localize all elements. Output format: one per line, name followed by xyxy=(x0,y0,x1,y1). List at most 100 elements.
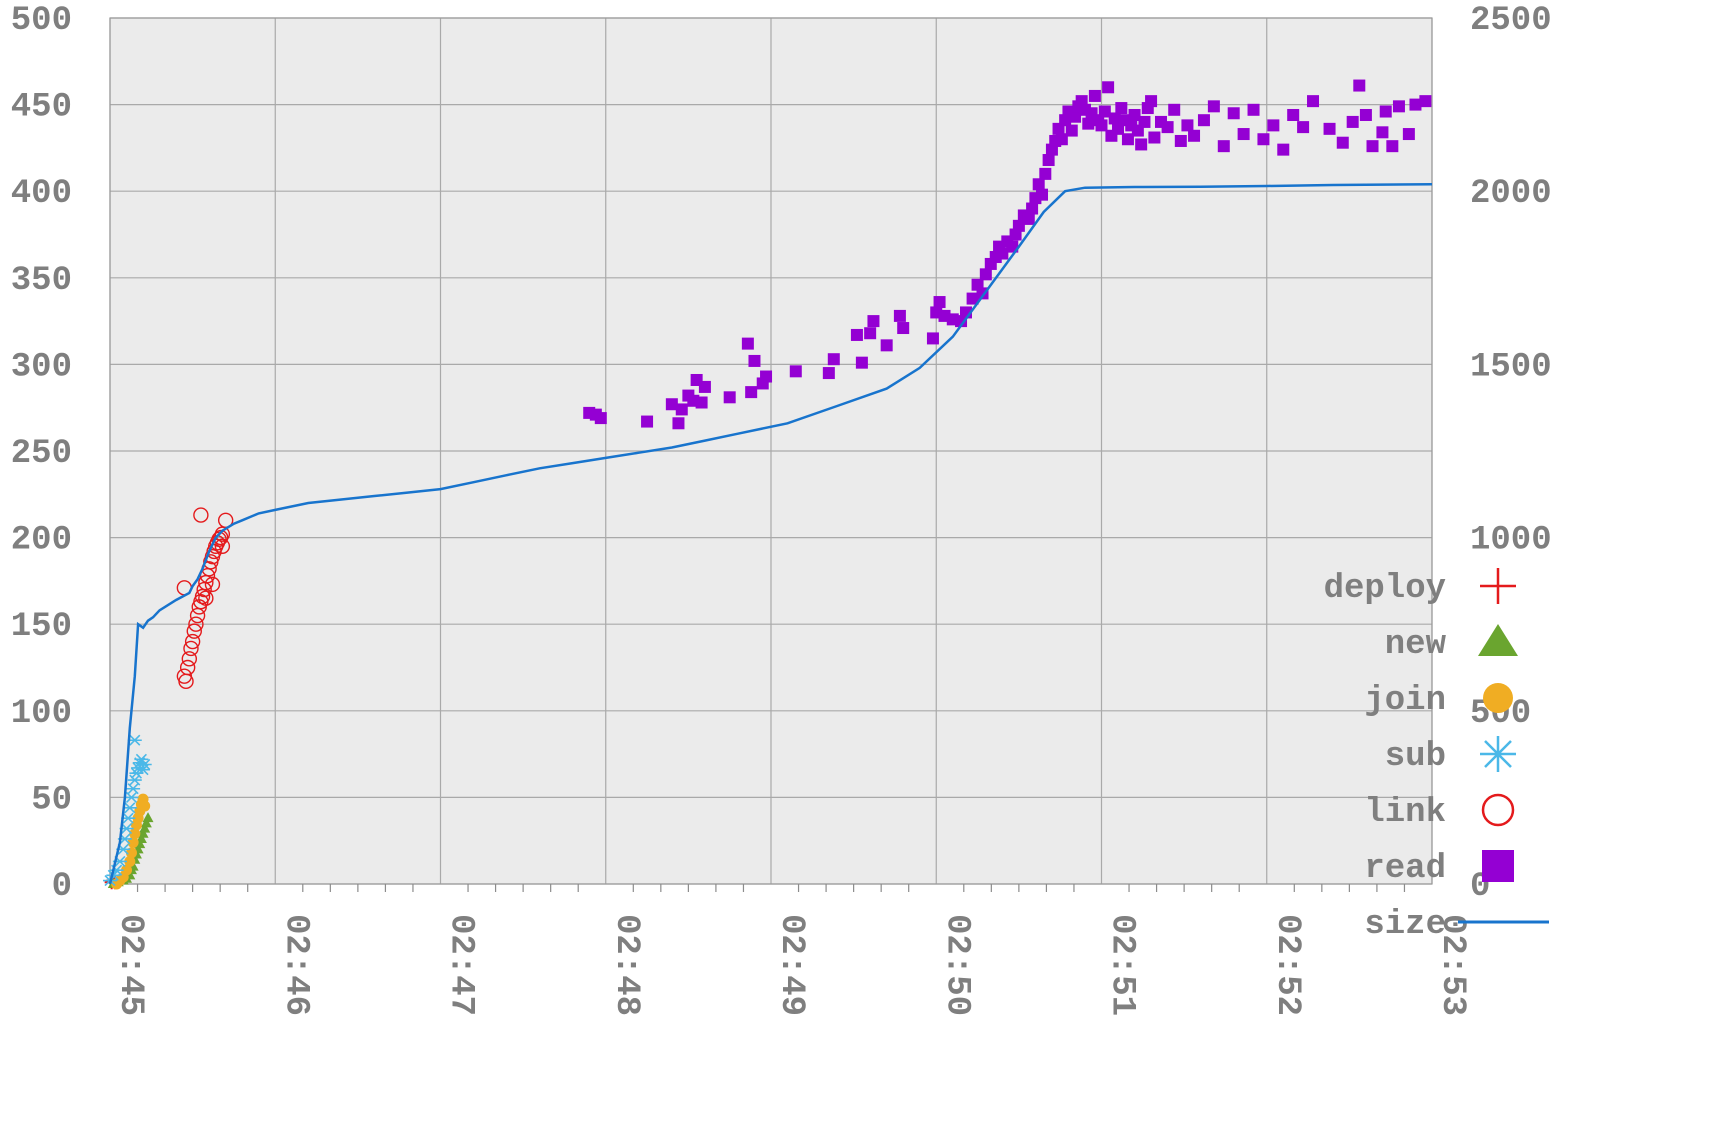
point-read xyxy=(1012,219,1025,232)
point-read xyxy=(1145,95,1158,108)
point-read xyxy=(1386,140,1399,153)
point-read xyxy=(665,398,678,411)
point-read xyxy=(1207,100,1220,113)
series-layer xyxy=(103,79,1433,890)
point-read xyxy=(1419,95,1432,108)
y2-tick-label: 2000 xyxy=(1470,175,1552,213)
point-read xyxy=(1307,95,1320,108)
point-read xyxy=(867,315,880,328)
point-read xyxy=(1287,108,1300,121)
legend-swatch-join xyxy=(1483,683,1513,713)
legend-label-join: join xyxy=(1364,682,1446,720)
point-new xyxy=(139,822,151,833)
y-tick-label: 300 xyxy=(11,348,72,386)
point-read xyxy=(1392,100,1405,113)
point-read xyxy=(1082,117,1095,130)
point-sub xyxy=(124,791,139,803)
point-join xyxy=(121,864,133,876)
legend-marker xyxy=(1480,568,1516,604)
legend-label-read: read xyxy=(1364,850,1446,888)
point-read xyxy=(966,292,979,305)
point-read xyxy=(698,380,711,393)
point-link xyxy=(179,659,196,676)
legend-label-deploy: deploy xyxy=(1324,570,1446,608)
series-read xyxy=(583,79,1432,430)
point-read xyxy=(1161,121,1174,134)
point-read xyxy=(827,353,840,366)
point-read xyxy=(1297,121,1310,134)
point-join xyxy=(129,828,141,840)
y-tick-label: 150 xyxy=(11,608,72,646)
point-new xyxy=(137,827,149,838)
point-read xyxy=(1353,79,1366,92)
point-read xyxy=(1323,122,1336,135)
point-read xyxy=(1379,105,1392,118)
legend: deploy new join sub link read size xyxy=(1324,568,1549,944)
y-axis-ticks: 0 50 100 150 200 250 300 350 400 450 500 xyxy=(11,2,72,906)
y-tick-label: 500 xyxy=(11,2,72,40)
point-read xyxy=(1102,81,1115,94)
point-read xyxy=(1376,126,1389,139)
y2-tick-label: 1500 xyxy=(1470,348,1552,386)
point-link xyxy=(188,616,204,632)
legend-label-size: size xyxy=(1364,906,1446,944)
point-read xyxy=(1247,103,1260,116)
point-read xyxy=(1022,212,1035,225)
series-link xyxy=(176,507,234,690)
point-read xyxy=(1346,115,1359,128)
x-axis-ticks: 02:45 02:46 02:47 02:48 02:49 02:50 02:51 02:52… xyxy=(111,914,1471,1016)
point-sub xyxy=(122,802,137,814)
y-tick-label: 400 xyxy=(11,175,72,213)
point-read xyxy=(1359,108,1372,121)
point-read xyxy=(1197,114,1210,127)
y-tick-label: 250 xyxy=(11,435,72,473)
legend-marker xyxy=(1483,683,1513,713)
point-read xyxy=(1026,202,1039,215)
point-read xyxy=(1088,89,1101,102)
x-tick-label: 02:48 xyxy=(607,914,645,1016)
point-read xyxy=(1055,133,1068,146)
point-sub xyxy=(127,774,142,786)
legend-marker xyxy=(1478,624,1518,656)
point-sub xyxy=(134,753,149,765)
series-line-size xyxy=(108,183,1433,885)
point-read xyxy=(1069,110,1082,123)
point-read xyxy=(1135,138,1148,151)
point-read xyxy=(1052,122,1065,135)
x-tick-label: 02:46 xyxy=(276,914,314,1016)
x-tick-label: 02:53 xyxy=(1433,914,1471,1016)
legend-label-sub: sub xyxy=(1385,738,1446,776)
x-tick-label: 02:52 xyxy=(1268,914,1306,1016)
legend-swatch-sub xyxy=(1480,736,1516,772)
point-read xyxy=(748,354,761,367)
point-read xyxy=(1115,102,1128,115)
point-read xyxy=(594,412,607,425)
point-link xyxy=(193,507,209,523)
point-read xyxy=(822,367,835,380)
point-read xyxy=(897,322,910,335)
point-read xyxy=(1098,105,1111,118)
point-read xyxy=(695,396,708,409)
y-tick-label: 450 xyxy=(11,89,72,127)
point-read xyxy=(1042,154,1055,167)
series-size xyxy=(108,183,1433,885)
point-read xyxy=(1039,167,1052,180)
point-read xyxy=(1267,119,1280,132)
point-read xyxy=(1181,119,1194,132)
legend-marker xyxy=(1481,793,1515,827)
legend-label-new: new xyxy=(1385,626,1447,664)
x-tick-label: 02:49 xyxy=(772,914,810,1016)
point-read xyxy=(1277,143,1290,156)
point-read xyxy=(1128,108,1141,121)
point-read xyxy=(1409,98,1422,111)
point-join xyxy=(124,855,136,867)
point-read xyxy=(1217,140,1230,153)
point-read xyxy=(672,417,685,430)
point-read xyxy=(1402,128,1415,141)
legend-marker xyxy=(1482,850,1514,882)
point-read xyxy=(1095,119,1108,132)
y-tick-label: 350 xyxy=(11,262,72,300)
legend-swatch-read xyxy=(1482,850,1514,882)
point-read xyxy=(850,328,863,341)
